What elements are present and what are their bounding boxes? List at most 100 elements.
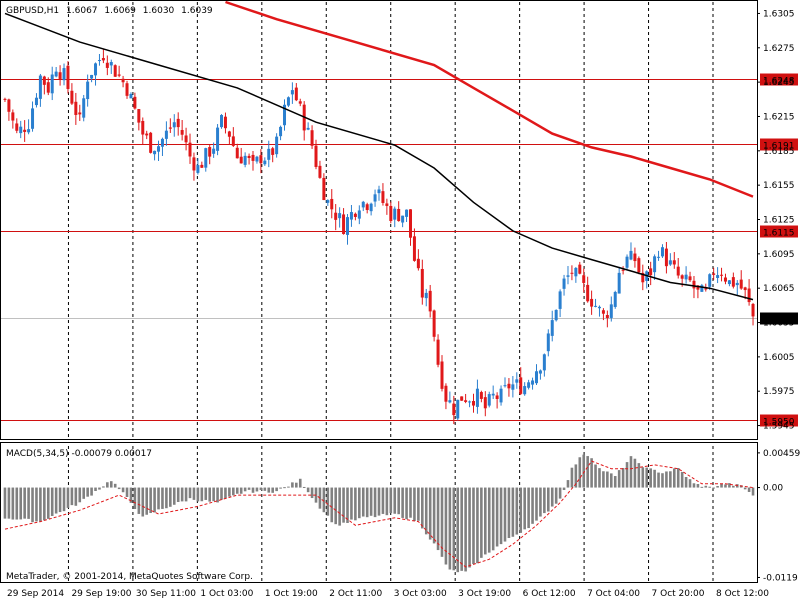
candle-bear[interactable] bbox=[259, 155, 263, 164]
candle-bear[interactable] bbox=[101, 58, 105, 61]
candle-bull[interactable] bbox=[204, 148, 208, 168]
candle-bull[interactable] bbox=[625, 256, 629, 268]
candle-bear[interactable] bbox=[15, 123, 19, 131]
candle-bull[interactable] bbox=[503, 385, 507, 387]
candle-bull[interactable] bbox=[338, 213, 342, 219]
candle-bull[interactable] bbox=[306, 127, 310, 130]
candle-bear[interactable] bbox=[720, 274, 724, 276]
candle-bear[interactable] bbox=[7, 99, 11, 112]
candle-bear[interactable] bbox=[318, 165, 322, 178]
candle-bull[interactable] bbox=[727, 280, 731, 285]
candle-bear[interactable] bbox=[23, 129, 27, 132]
candle-bear[interactable] bbox=[125, 83, 129, 96]
candle-bull[interactable] bbox=[542, 354, 546, 371]
candle-bull[interactable] bbox=[546, 333, 550, 352]
candle-bull[interactable] bbox=[86, 81, 90, 100]
candle-bear[interactable] bbox=[176, 118, 180, 128]
candle-bear[interactable] bbox=[578, 264, 582, 274]
candle-bull[interactable] bbox=[283, 104, 287, 126]
candle-bull[interactable] bbox=[515, 379, 519, 383]
candle-bear[interactable] bbox=[78, 112, 82, 115]
candle-bear[interactable] bbox=[200, 164, 204, 168]
candle-bull[interactable] bbox=[369, 203, 373, 212]
candle-bull[interactable] bbox=[538, 370, 542, 374]
candle-bear[interactable] bbox=[432, 310, 436, 337]
candle-bull[interactable] bbox=[263, 160, 267, 165]
candle-bear[interactable] bbox=[247, 155, 251, 159]
candle-bear[interactable] bbox=[294, 87, 298, 101]
candle-bull[interactable] bbox=[38, 75, 42, 99]
candle-bull[interactable] bbox=[286, 97, 290, 106]
candle-bear[interactable] bbox=[680, 275, 684, 279]
candle-bear[interactable] bbox=[3, 98, 7, 100]
candle-bull[interactable] bbox=[361, 201, 365, 208]
candle-bear[interactable] bbox=[66, 65, 70, 89]
candle-bear[interactable] bbox=[739, 279, 743, 289]
candle-bear[interactable] bbox=[751, 303, 755, 317]
candle-bear[interactable] bbox=[471, 401, 475, 406]
candle-bear[interactable] bbox=[184, 135, 188, 143]
candle-bear[interactable] bbox=[227, 131, 231, 137]
candle-bull[interactable] bbox=[54, 71, 58, 77]
candle-bull[interactable] bbox=[448, 400, 452, 403]
candle-bull[interactable] bbox=[267, 148, 271, 160]
candle-bear[interactable] bbox=[436, 339, 440, 365]
candle-bull[interactable] bbox=[129, 93, 133, 99]
candle-bull[interactable] bbox=[377, 189, 381, 194]
candle-bull[interactable] bbox=[393, 208, 397, 220]
candle-bear[interactable] bbox=[322, 177, 326, 201]
candle-bull[interactable] bbox=[487, 394, 491, 406]
candle-bear[interactable] bbox=[239, 156, 243, 164]
candle-bull[interactable] bbox=[275, 136, 279, 155]
candle-bull[interactable] bbox=[531, 380, 535, 385]
candle-bear[interactable] bbox=[519, 377, 523, 394]
candle-bull[interactable] bbox=[94, 63, 98, 76]
candle-bull[interactable] bbox=[574, 267, 578, 277]
candle-bull[interactable] bbox=[212, 148, 216, 154]
candle-bear[interactable] bbox=[586, 284, 590, 302]
candle-bear[interactable] bbox=[649, 268, 653, 276]
candle-bear[interactable] bbox=[416, 258, 420, 269]
candle-bear[interactable] bbox=[664, 248, 668, 267]
candle-bear[interactable] bbox=[672, 260, 676, 265]
candle-bull[interactable] bbox=[716, 275, 720, 278]
candle-bear[interactable] bbox=[601, 310, 605, 314]
candle-bull[interactable] bbox=[196, 165, 200, 173]
candle-bear[interactable] bbox=[712, 273, 716, 275]
candle-bear[interactable] bbox=[314, 145, 318, 167]
candle-bear[interactable] bbox=[412, 236, 416, 261]
candle-bull[interactable] bbox=[82, 98, 86, 118]
candle-bear[interactable] bbox=[633, 253, 637, 262]
candle-bull[interactable] bbox=[562, 278, 566, 289]
candle-bull[interactable] bbox=[653, 256, 657, 273]
candle-bear[interactable] bbox=[696, 285, 700, 290]
candle-bear[interactable] bbox=[590, 298, 594, 307]
candle-bull[interactable] bbox=[735, 282, 739, 286]
candle-bull[interactable] bbox=[657, 256, 661, 258]
candle-bear[interactable] bbox=[342, 214, 346, 235]
candle-bull[interactable] bbox=[157, 146, 161, 152]
candle-bear[interactable] bbox=[168, 127, 172, 129]
candle-bull[interactable] bbox=[660, 247, 664, 257]
candle-bull[interactable] bbox=[629, 250, 633, 260]
candle-bull[interactable] bbox=[554, 309, 558, 321]
candle-bear[interactable] bbox=[192, 157, 196, 171]
candle-bear[interactable] bbox=[208, 147, 212, 157]
candle-bear[interactable] bbox=[330, 198, 334, 210]
candle-bull[interactable] bbox=[468, 401, 472, 403]
candle-bear[interactable] bbox=[133, 96, 137, 109]
candle-bull[interactable] bbox=[594, 305, 598, 307]
candle-bear[interactable] bbox=[637, 258, 641, 273]
candle-bear[interactable] bbox=[428, 290, 432, 312]
candle-bull[interactable] bbox=[684, 274, 688, 280]
candle-bull[interactable] bbox=[401, 215, 405, 223]
candle-bear[interactable] bbox=[385, 203, 389, 206]
candle-bear[interactable] bbox=[11, 112, 15, 121]
candle-bull[interactable] bbox=[613, 291, 617, 307]
candle-bear[interactable] bbox=[582, 275, 586, 283]
candle-bull[interactable] bbox=[279, 126, 283, 137]
candle-bull[interactable] bbox=[527, 382, 531, 388]
candle-bear[interactable] bbox=[74, 101, 78, 115]
candle-bull[interactable] bbox=[405, 209, 409, 217]
candle-bull[interactable] bbox=[34, 97, 38, 106]
